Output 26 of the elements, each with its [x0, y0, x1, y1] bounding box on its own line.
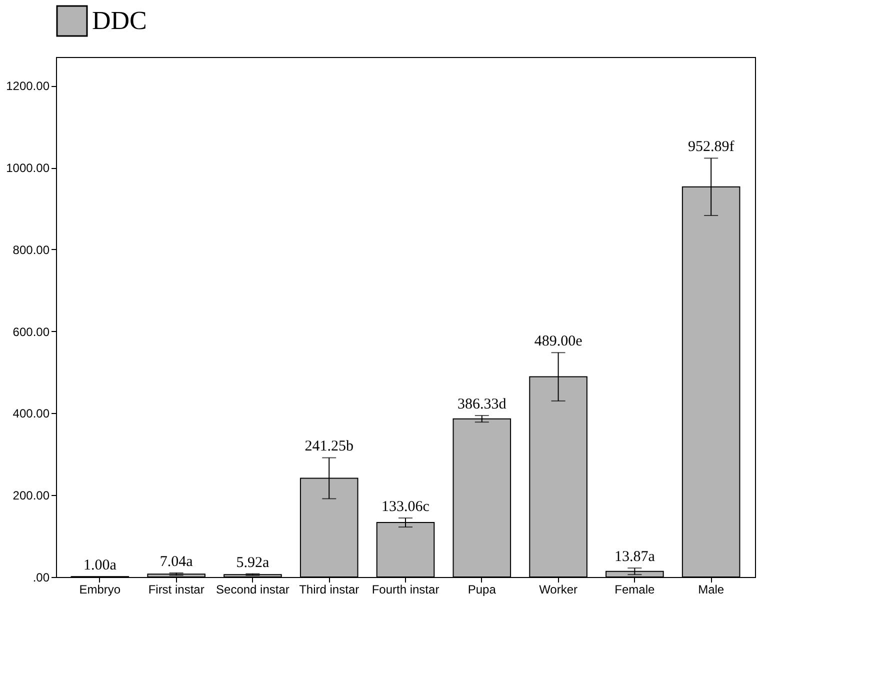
data-label: 386.33d	[458, 396, 507, 413]
x-tick-label: Fourth instar	[372, 582, 440, 596]
data-label: 133.06c	[382, 499, 430, 516]
data-label: 1.00a	[83, 558, 117, 574]
x-tick-label: Third instar	[299, 582, 360, 596]
data-label: 7.04a	[160, 554, 194, 570]
y-tick-label: 200.00	[12, 488, 50, 503]
y-tick-label: 400.00	[12, 406, 50, 421]
y-tick-label: 800.00	[12, 242, 50, 257]
legend-label: DDC	[92, 6, 147, 35]
y-tick-label: 1200.00	[6, 79, 50, 94]
x-tick-label: Embryo	[79, 582, 121, 596]
data-label: 5.92a	[236, 554, 270, 571]
x-tick-label: Pupa	[468, 582, 496, 596]
y-tick-label: .00	[32, 570, 50, 584]
x-tick-label: Female	[614, 582, 656, 596]
x-tick-label: Male	[698, 582, 724, 596]
data-label: 241.25b	[304, 438, 354, 455]
y-tick-label: 600.00	[12, 324, 50, 339]
x-tick-label: First instar	[148, 582, 204, 596]
x-tick-label: Second instar	[216, 582, 290, 596]
data-label: 952.89f	[688, 139, 734, 156]
y-tick-label: 1000.00	[6, 161, 50, 176]
data-label: 489.00e	[534, 334, 583, 350]
x-tick-label: Worker	[539, 582, 578, 596]
data-label: 13.87a	[614, 549, 656, 566]
